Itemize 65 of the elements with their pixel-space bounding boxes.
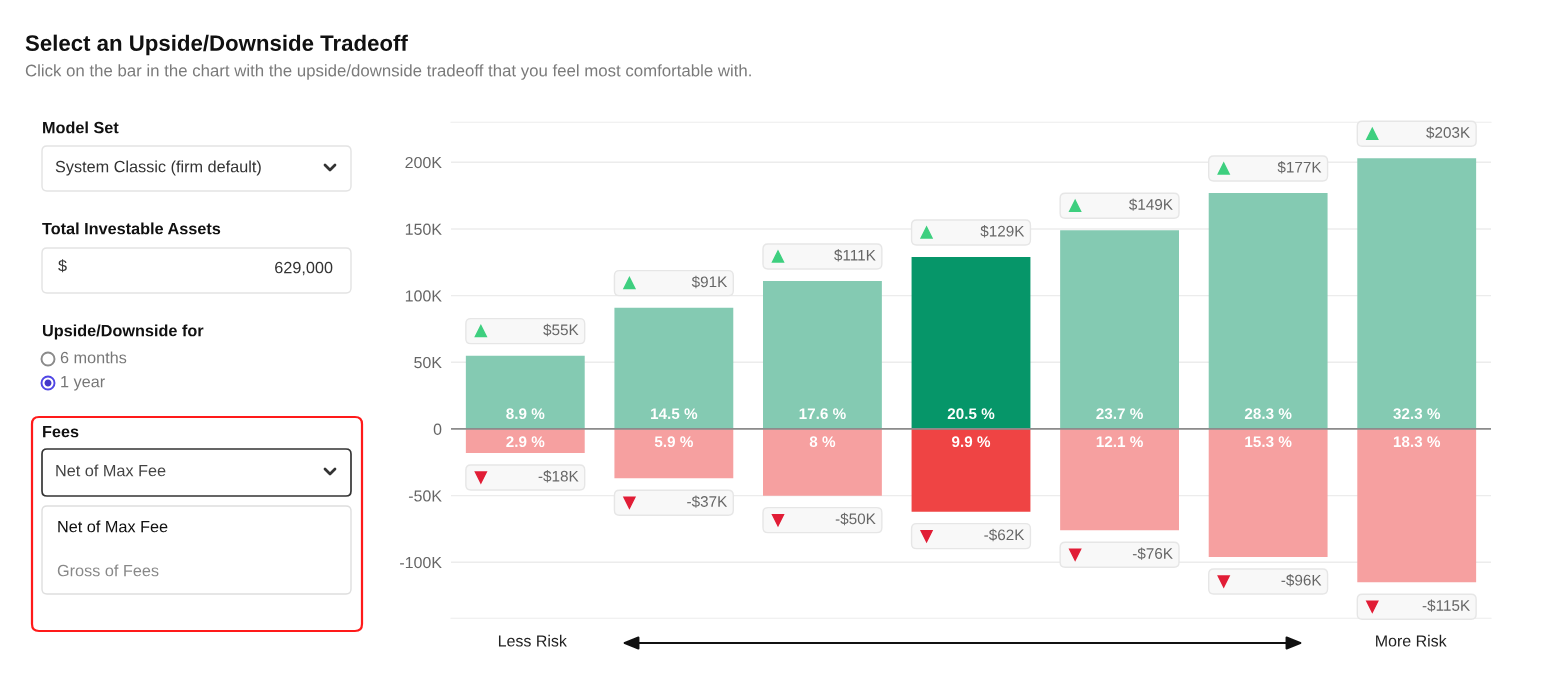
y-tick-label: 50K xyxy=(414,356,442,369)
text: More Risk xyxy=(1376,634,1447,647)
text: Fees xyxy=(43,426,79,438)
text: Select an Upside/Downside Tradeoff xyxy=(25,34,408,56)
text: 6 months xyxy=(60,351,127,364)
bar xyxy=(1357,428,1477,583)
bar xyxy=(763,280,882,429)
data-label: $129K xyxy=(980,225,1025,238)
data-label: -$37K xyxy=(687,495,728,508)
data-label: $149K xyxy=(1128,198,1173,211)
bar xyxy=(911,256,1031,429)
y-tick-label: 200K xyxy=(405,156,442,169)
annotation: 8.9 % xyxy=(506,408,545,420)
text: Model Set xyxy=(43,121,119,134)
annotation: 8 % xyxy=(809,436,836,448)
bar xyxy=(1060,428,1179,531)
data-label: -$62K xyxy=(984,528,1025,542)
y-tick-label: 0 xyxy=(433,423,442,435)
text: $ xyxy=(58,259,67,273)
text: Total Investable Assets xyxy=(42,222,221,235)
bar xyxy=(1208,428,1328,557)
text: Gross of Fees xyxy=(57,564,159,577)
data-label: -$76K xyxy=(1132,547,1173,560)
data-label: $177K xyxy=(1277,161,1322,174)
y-tick-label: 150K xyxy=(405,223,442,235)
y-tick-label: -50K xyxy=(408,490,442,502)
text: Net of Max Fee xyxy=(56,464,166,477)
data-label: -$50K xyxy=(835,512,876,526)
bar xyxy=(465,355,585,429)
annotation: 12.1 % xyxy=(1096,436,1143,448)
text: 1 year xyxy=(61,376,105,391)
y-tick-label: -100K xyxy=(400,556,442,569)
text: Net of Max Fee xyxy=(58,520,168,533)
text: System Classic (firm default) xyxy=(55,160,261,176)
data-label: $111K xyxy=(834,249,876,262)
annotation: 18.3 % xyxy=(1393,436,1441,448)
chart-subtitle: Click on the bar in the chart with the upside/downside tradeoff that you feel most comfortable with. xyxy=(25,64,751,80)
bar xyxy=(614,307,734,429)
annotation: 5.9 % xyxy=(654,436,693,448)
text: Less Risk xyxy=(498,634,567,647)
annotation: 15.3 % xyxy=(1245,436,1292,448)
annotation: 32.3 % xyxy=(1393,408,1441,420)
annotation: 28.3 % xyxy=(1244,408,1292,420)
bar xyxy=(614,428,734,479)
annotation: 17.6 % xyxy=(799,408,846,420)
bar xyxy=(465,428,585,453)
text: Upside/Downside for xyxy=(42,324,204,340)
data-label: -$96K xyxy=(1281,574,1322,587)
annotation: 14.5 % xyxy=(651,408,698,420)
bar xyxy=(1060,230,1179,429)
annotation: 2.9 % xyxy=(506,436,545,448)
bar xyxy=(1208,192,1328,429)
bar xyxy=(1357,158,1477,429)
data-label: -$115K xyxy=(1422,599,1470,612)
y-tick-label: 100K xyxy=(405,290,442,302)
data-label: $55K xyxy=(543,323,579,337)
data-label: $91K xyxy=(691,275,728,289)
text: 629,000 xyxy=(275,261,333,276)
data-label: $203K xyxy=(1426,126,1470,139)
data-label: -$18K xyxy=(538,470,579,483)
annotation: 9.9 % xyxy=(952,436,991,448)
bar xyxy=(911,428,1031,512)
bar xyxy=(763,428,882,496)
annotation: 23.7 % xyxy=(1096,408,1143,420)
annotation: 20.5 % xyxy=(947,408,995,420)
